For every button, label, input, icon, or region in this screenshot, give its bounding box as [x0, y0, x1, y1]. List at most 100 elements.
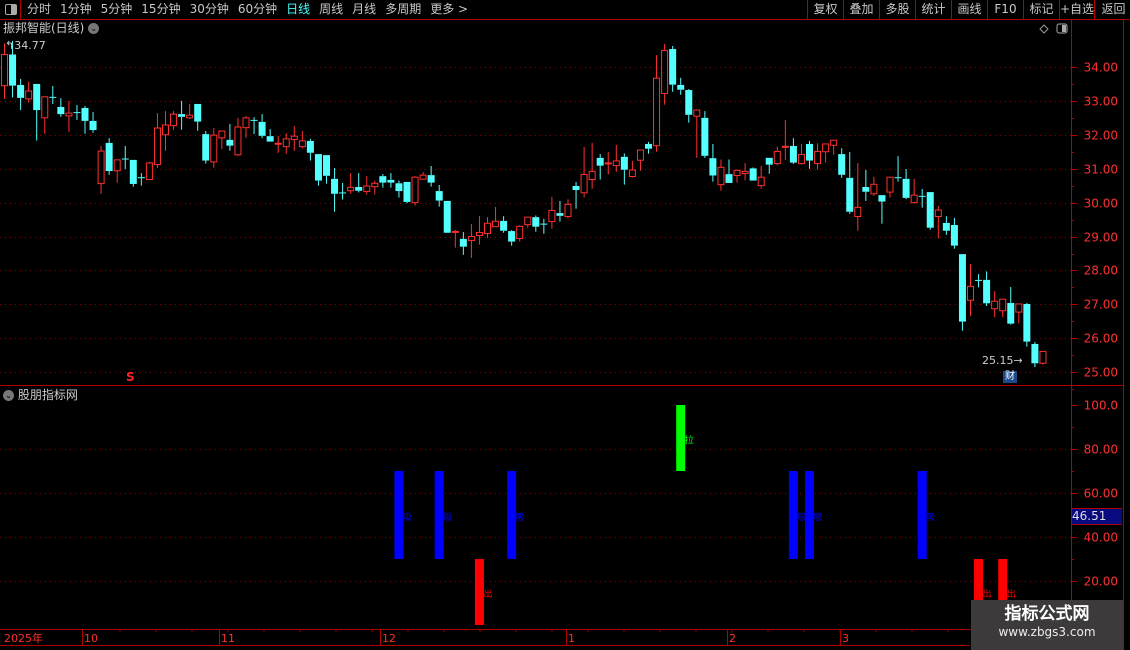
- candle-body: [145, 162, 153, 181]
- indicator-tick-label: 60.00: [1084, 487, 1118, 501]
- candlestick: [636, 149, 644, 171]
- price-tick-label: 29.00: [1084, 231, 1118, 245]
- candlestick: [628, 160, 636, 178]
- date-axis-label: 10: [84, 632, 98, 645]
- candle-body: [395, 183, 403, 192]
- candle-body: [661, 49, 669, 94]
- period-tab[interactable]: 30分钟: [189, 2, 229, 16]
- period-tab[interactable]: 分时: [27, 2, 52, 16]
- candlestick: [129, 159, 137, 187]
- candlestick: [484, 217, 491, 238]
- candlestick: [242, 116, 250, 138]
- toolbar-button[interactable]: +自选: [1059, 0, 1094, 19]
- candle-body: [81, 108, 89, 121]
- chevron-down-icon[interactable]: ⌄: [3, 390, 14, 401]
- candlestick: [588, 142, 596, 189]
- candle-body: [323, 155, 330, 176]
- period-tab[interactable]: 月线: [352, 2, 377, 16]
- stock-title: 振邦智能(日线): [3, 21, 85, 35]
- candlestick: [677, 77, 685, 95]
- candle-body: [967, 285, 974, 301]
- candlestick: [459, 232, 467, 255]
- toolbar-button[interactable]: 画线: [951, 0, 987, 19]
- candle-body: [97, 150, 105, 185]
- indicator-tick-label: 100.0: [1084, 399, 1118, 413]
- candlestick: [950, 217, 958, 249]
- period-tab[interactable]: 15分钟: [141, 2, 181, 16]
- period-tab[interactable]: 60分钟: [237, 2, 278, 16]
- candle-body: [314, 154, 322, 181]
- candle-body: [975, 279, 983, 281]
- candle-body: [290, 135, 298, 141]
- signal-bar-red: [974, 559, 984, 625]
- candle-body: [475, 231, 483, 236]
- date-axis-label: 2025年: [4, 631, 43, 645]
- toolbar-button[interactable]: 多股: [879, 0, 915, 19]
- candle-body: [242, 117, 250, 129]
- candle-body: [556, 213, 564, 216]
- candle-body: [492, 220, 500, 228]
- candlestick: [435, 184, 443, 207]
- candle-body: [789, 145, 797, 163]
- toolbar-button[interactable]: 叠加: [843, 0, 879, 19]
- candle-body: [830, 139, 838, 146]
- candle-body: [942, 222, 950, 231]
- period-tab[interactable]: 更多 >: [430, 2, 469, 16]
- indicator-tick-label: 40.00: [1084, 531, 1118, 545]
- signal-bar-label: 吸: [443, 512, 452, 523]
- candlestick: [25, 81, 33, 103]
- candle-body: [403, 181, 411, 202]
- signal-bar-blue: [507, 471, 517, 559]
- candlestick: [926, 192, 934, 230]
- candlestick: [306, 138, 314, 161]
- indicator-name: 股朋指标网: [17, 388, 78, 402]
- candlestick: [934, 205, 942, 239]
- candle-body: [797, 153, 805, 165]
- candlestick: [178, 100, 186, 130]
- candlestick: [202, 131, 210, 164]
- candle-body: [958, 254, 966, 322]
- candle-body: [1007, 302, 1015, 324]
- candlestick: [137, 173, 145, 186]
- toolbar-button[interactable]: 统计: [915, 0, 951, 19]
- candle-body: [1023, 303, 1031, 342]
- candle-body: [757, 176, 765, 187]
- candlestick: [1007, 287, 1015, 325]
- candlestick: [717, 159, 725, 191]
- date-axis-label: 3: [842, 632, 849, 645]
- period-tab[interactable]: 周线: [319, 2, 344, 16]
- signal-bar-label: 吸: [516, 512, 525, 523]
- low-price-label: 25.15→: [982, 354, 1023, 367]
- low-price-value: 25.15: [982, 354, 1014, 367]
- candle-body: [419, 174, 427, 180]
- toolbar-button[interactable]: 复权: [807, 0, 843, 19]
- period-tab[interactable]: 多周期: [385, 2, 422, 16]
- candle-body: [137, 177, 145, 179]
- candlestick: [958, 254, 966, 331]
- high-price-label: ↰34.77: [5, 39, 46, 52]
- candle-body: [773, 150, 781, 165]
- candle-body: [669, 49, 677, 85]
- toolbar-button[interactable]: 返回: [1094, 0, 1130, 19]
- period-tab[interactable]: 日线: [286, 2, 311, 16]
- period-toolbar: 分时 1分钟 5分钟 15分钟 30分钟 60分钟 日线 周线 月线 多周期 更多 > 复权 叠加 多股…: [0, 0, 1130, 20]
- toolbar-button[interactable]: F10: [987, 0, 1023, 19]
- candle-body: [846, 177, 854, 212]
- toolbar-button[interactable]: 标记: [1023, 0, 1059, 19]
- candlestick: [274, 136, 282, 153]
- finance-badge[interactable]: 财: [1003, 371, 1017, 383]
- period-tab[interactable]: 1分钟: [60, 2, 92, 16]
- candlestick: [508, 230, 516, 246]
- period-tab[interactable]: 5分钟: [100, 2, 133, 16]
- candlestick: [339, 182, 347, 200]
- candle-body: [926, 192, 934, 228]
- panel-toggle-button[interactable]: [0, 0, 21, 19]
- candlestick: [596, 154, 604, 180]
- candle-body: [838, 154, 846, 175]
- chevron-down-icon[interactable]: ⌄: [88, 23, 100, 34]
- candle-body: [653, 77, 661, 147]
- sell-signal-mark: S: [126, 370, 135, 384]
- indicator-title: ⌄ 股朋指标网: [3, 388, 78, 403]
- candlestick: [387, 173, 395, 188]
